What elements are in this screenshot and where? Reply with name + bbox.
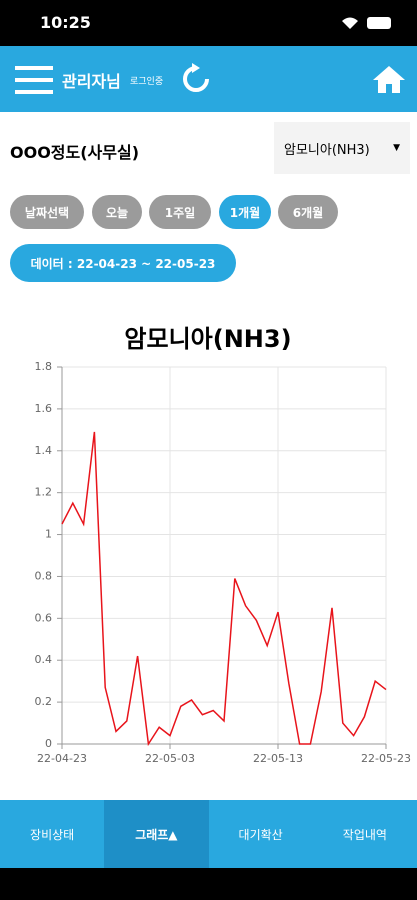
home-icon[interactable] [372,64,406,94]
nav-label: 작업내역 [342,827,387,842]
date-range[interactable]: 데이터 : 22-04-23 ~ 22-05-23 [10,244,236,282]
x-tick-label: 22-04-23 [37,752,87,765]
time: 10:25 [40,13,91,32]
nav-tab[interactable]: 대기확산 [209,800,313,868]
period-label: 1주일 [164,205,196,220]
nav-tab[interactable]: 장비상태 [0,800,104,868]
period-label: 오늘 [105,205,129,220]
x-tick-label: 22-05-03 [145,752,195,765]
x-tick-label: 22-05-13 [253,752,303,765]
menu-icon[interactable] [15,66,53,94]
nav-label: 그래프▲ [135,827,178,842]
home-indicator-area [0,868,417,900]
y-tick-label: 0.2 [35,695,53,708]
nav-label: 대기확산 [238,827,283,842]
data-line [61,431,387,747]
nav-label: 장비상태 [30,827,75,842]
y-tick-label: 1 [45,528,52,541]
date-range-text: 데이터 : 22-04-23 ~ 22-05-23 [30,256,216,271]
y-tick-label: 0.6 [35,611,53,624]
period-button[interactable]: 날짜선택 [10,195,84,229]
login-status: 로그인중 [130,77,164,87]
y-tick-label: 1.2 [35,486,53,499]
bottom-nav: 장비상태 그래프▲ 대기확산 작업내역 [0,800,417,868]
y-tick-label: 0.4 [35,653,53,666]
header: 관리자님 로그인중 [0,46,417,112]
period-label: 6개월 [292,205,324,220]
status-bar: 10:25 [0,0,417,46]
location: OOO정도(사무실) [10,143,140,162]
period-button[interactable]: 6개월 [278,195,338,229]
chart-title: 암모니아(NH3) [124,325,291,353]
period-button[interactable]: 1개월 [219,195,271,229]
dropdown-arrow: ▼ [393,143,400,153]
nav-tab[interactable]: 작업내역 [313,800,417,868]
chart: 암모니아(NH3) 0 0.2 0.4 0.6 0.8 1 1.2 1.4 1.6 1.8 22-0… [35,325,411,765]
sensor-value: 암모니아(NH3) [284,142,370,158]
nav-tab[interactable]: 그래프▲ [104,800,209,868]
refresh-icon[interactable] [180,63,212,95]
user-name: 관리자님 [62,72,121,91]
y-tick-label: 0 [45,737,52,750]
y-tick-label: 1.8 [35,360,53,373]
y-tick-label: 1.4 [35,444,53,457]
x-tick-label: 22-05-23 [361,752,411,765]
status-icons [342,17,391,29]
sensor-dropdown[interactable]: 암모니아(NH3) ▼ [274,122,410,174]
period-button[interactable]: 1주일 [149,195,211,229]
y-tick-label: 1.6 [35,402,53,415]
y-tick-label: 0.8 [35,569,53,582]
period-label: 날짜선택 [24,205,70,220]
period-label: 1개월 [229,205,261,220]
period-button[interactable]: 오늘 [92,195,142,229]
